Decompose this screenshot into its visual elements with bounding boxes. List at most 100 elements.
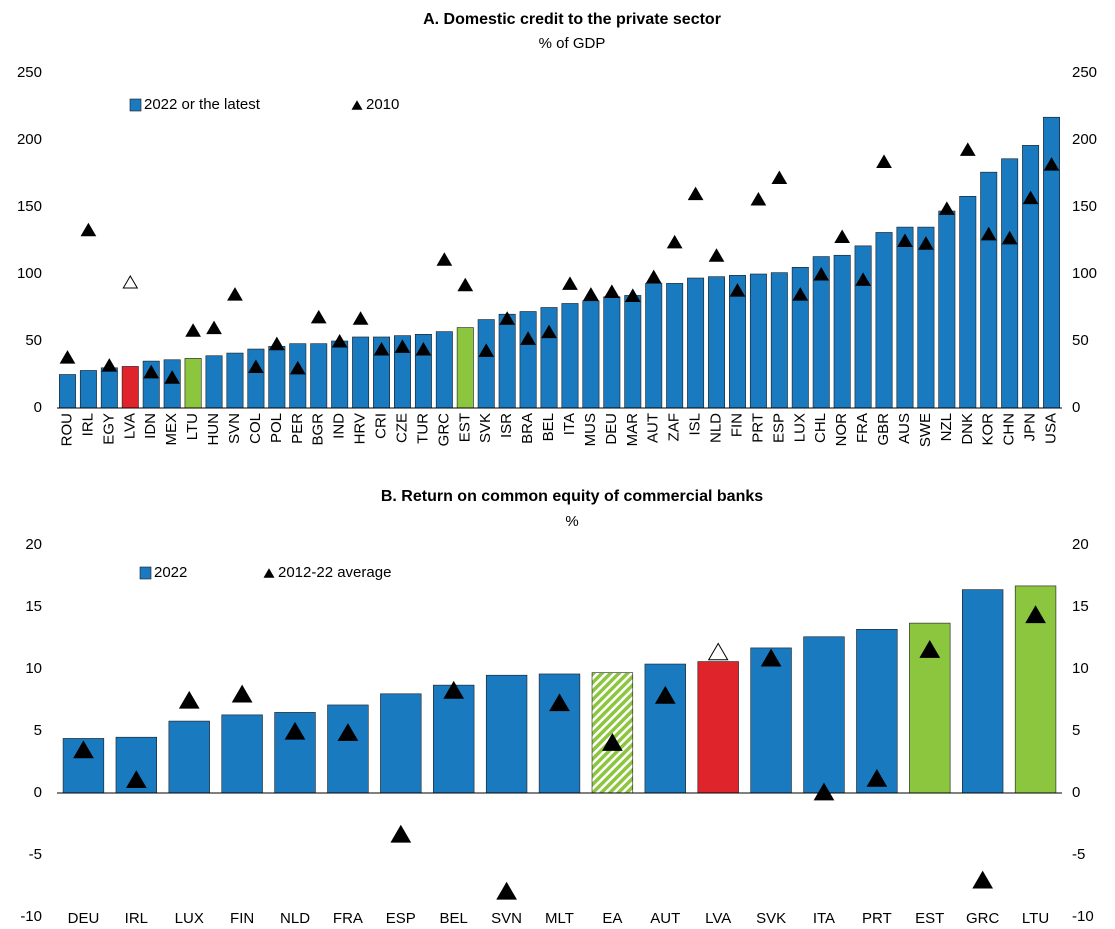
bar (485, 674, 528, 794)
bar (833, 254, 851, 409)
bar (327, 704, 369, 794)
bar (959, 195, 977, 409)
x-tick-label: SVK (756, 910, 786, 927)
legend-swatch (139, 566, 152, 580)
x-tick-label: FIN (230, 910, 254, 927)
marker (792, 287, 809, 301)
bar (896, 226, 914, 409)
bar (644, 663, 686, 794)
chart-subtitle: % (565, 513, 578, 530)
marker (897, 233, 913, 248)
marker (284, 721, 306, 740)
marker (583, 287, 599, 301)
bar (310, 343, 328, 409)
x-tick-label: JPN (1022, 413, 1039, 441)
x-tick-label: ITA (561, 413, 578, 435)
x-tick-label: POL (268, 413, 285, 443)
legend-swatch (263, 568, 275, 578)
marker (1022, 190, 1039, 205)
x-tick-label: NLD (708, 413, 725, 443)
marker (813, 266, 830, 281)
x-tick-label: EGY (100, 413, 117, 445)
marker (185, 323, 201, 337)
y2-tick-label: 0 (1072, 399, 1080, 416)
bar (498, 313, 516, 409)
x-tick-label: PER (289, 413, 306, 444)
marker (654, 685, 676, 704)
y-tick-label: -10 (20, 908, 42, 925)
bar (331, 340, 349, 409)
x-tick-label: DNK (959, 413, 976, 445)
x-tick-label: BGR (310, 413, 327, 446)
x-tick-label: IRL (125, 910, 148, 927)
marker (918, 236, 934, 250)
x-tick-label: LVA (705, 910, 731, 927)
x-tick-label: SVN (491, 910, 522, 927)
marker (624, 288, 641, 302)
bar (433, 684, 475, 794)
marker (164, 370, 181, 384)
marker (457, 277, 474, 292)
marker (750, 191, 767, 206)
x-tick-label: IRL (79, 413, 96, 436)
bar (205, 355, 223, 409)
bar (938, 210, 956, 409)
marker (178, 690, 200, 709)
y2-tick-label: 5 (1072, 722, 1080, 739)
x-tick-label: BEL (440, 910, 468, 927)
bar (380, 693, 422, 794)
marker (959, 142, 976, 156)
marker (760, 648, 782, 667)
marker (331, 333, 348, 348)
marker (707, 642, 729, 661)
bar (603, 296, 621, 409)
bar (856, 629, 898, 794)
x-tick-label: EA (602, 910, 622, 927)
marker (122, 275, 139, 289)
marker (520, 331, 536, 345)
marker (231, 684, 253, 703)
bar (875, 232, 893, 409)
marker (125, 770, 147, 789)
x-tick-label: LTU (184, 413, 201, 440)
x-tick-label: SVN (226, 413, 243, 444)
y2-tick-label: -5 (1072, 846, 1085, 863)
bar (561, 303, 579, 409)
x-tick-label: GRC (966, 910, 1000, 927)
x-tick-label: PRT (862, 910, 892, 927)
marker (496, 881, 517, 900)
legend-swatch (351, 100, 363, 110)
marker (143, 364, 160, 379)
x-tick-label: ISL (687, 413, 704, 436)
bar (456, 327, 474, 409)
bar (477, 319, 495, 409)
bar (352, 336, 370, 409)
y2-tick-label: 10 (1072, 660, 1089, 677)
marker (919, 639, 941, 658)
y2-tick-label: 15 (1072, 598, 1089, 615)
marker (499, 311, 516, 325)
legend-label: 2022 (154, 564, 187, 581)
marker (80, 222, 97, 237)
legend-swatch (129, 98, 142, 112)
marker (938, 201, 955, 215)
x-tick-label: MAR (624, 413, 641, 447)
x-tick-label: IDN (142, 413, 159, 439)
bar (163, 359, 181, 409)
bar (1022, 145, 1040, 409)
marker (813, 782, 835, 801)
bar (803, 636, 845, 794)
bar (582, 300, 600, 409)
y2-tick-label: 20 (1072, 536, 1089, 553)
bar (591, 672, 634, 794)
bar (59, 374, 76, 409)
x-tick-label: LUX (175, 910, 204, 927)
bar (247, 348, 265, 409)
bar (708, 276, 725, 409)
marker (415, 342, 432, 356)
y2-tick-label: 150 (1072, 198, 1097, 215)
marker (227, 287, 243, 301)
bar (749, 273, 767, 409)
y-tick-label: 10 (25, 660, 42, 677)
